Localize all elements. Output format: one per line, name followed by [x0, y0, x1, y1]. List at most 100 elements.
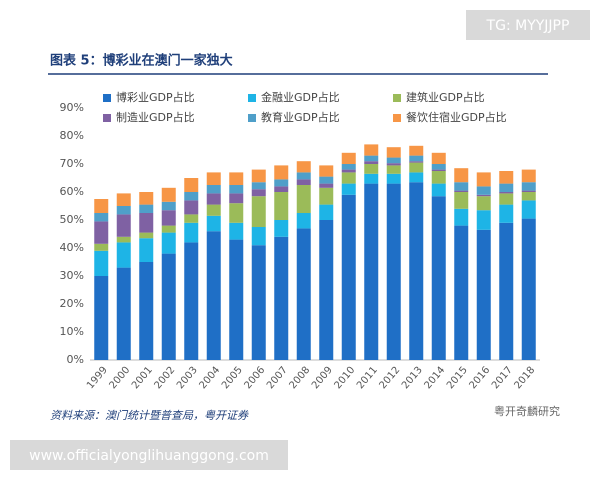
x-tick-label: 2003: [175, 365, 200, 392]
bar-segment: [251, 227, 266, 246]
bar-segment: [161, 210, 176, 226]
bar-segment: [274, 165, 289, 180]
bar-segment: [364, 144, 379, 156]
bar-segment: [116, 206, 131, 215]
bar-segment: [319, 204, 334, 220]
bar-segment: [386, 183, 401, 360]
legend-label: 金融业GDP占比: [261, 90, 340, 104]
bar-segment: [341, 164, 356, 170]
bar-segment: [206, 231, 221, 360]
bar-segment: [341, 172, 356, 184]
bar-segment: [476, 210, 491, 230]
bar-segment: [319, 183, 334, 188]
legend-label: 博彩业GDP占比: [116, 90, 195, 104]
bar-segment: [184, 200, 199, 215]
y-tick-label: 70%: [60, 157, 84, 170]
bar-segment: [139, 213, 154, 233]
bar-segment: [454, 192, 469, 209]
bar-segment: [476, 194, 491, 197]
bar-segment: [454, 208, 469, 226]
bar-segment: [364, 155, 379, 162]
bar-segment: [184, 214, 199, 223]
bar-segment: [184, 192, 199, 201]
bar-segment: [161, 201, 176, 211]
x-tick-label: 2004: [198, 365, 223, 392]
bar-segment: [499, 222, 514, 360]
x-tick-label: 1999: [85, 365, 110, 392]
x-tick-label: 2016: [468, 365, 493, 392]
x-tick-label: 2007: [265, 365, 290, 392]
bar-segment: [319, 176, 334, 184]
bar-segment: [161, 253, 176, 360]
bar-segment: [431, 169, 446, 171]
bar-segment: [319, 187, 334, 205]
bar-segment: [364, 173, 379, 184]
bar-segment: [251, 196, 266, 227]
bar-segment: [499, 171, 514, 184]
bar-segment: [206, 172, 221, 185]
bar-segment: [409, 155, 424, 162]
bar-segment: [296, 213, 311, 229]
bar-segment: [409, 161, 424, 163]
bar-segment: [476, 172, 491, 187]
x-tick-label: 2006: [243, 365, 268, 392]
bar-segment: [229, 239, 244, 360]
bar-segment: [274, 192, 289, 220]
bar-segment: [386, 163, 401, 166]
bar-segment: [116, 267, 131, 360]
legend-swatch: [103, 114, 111, 122]
bar-segment: [521, 169, 536, 183]
bar-segment: [454, 225, 469, 360]
y-tick-label: 90%: [60, 101, 84, 114]
bar-segment: [409, 145, 424, 156]
bar-segment: [364, 164, 379, 174]
bar-segment: [229, 172, 244, 185]
bar-segment: [139, 232, 154, 239]
y-tick-label: 60%: [60, 185, 84, 198]
bar-segment: [274, 236, 289, 360]
bar-segment: [296, 185, 311, 213]
bar-segment: [206, 193, 221, 205]
legend-swatch: [393, 94, 401, 102]
bar-segment: [499, 193, 514, 205]
bar-segment: [319, 165, 334, 177]
bar-segment: [341, 194, 356, 360]
x-tick-label: 2012: [378, 365, 403, 392]
bar-segment: [431, 183, 446, 197]
bar-segment: [229, 193, 244, 204]
bar-segment: [184, 242, 199, 360]
bar-segment: [116, 193, 131, 206]
bar-segment: [161, 225, 176, 233]
x-tick-label: 2010: [333, 365, 358, 392]
bar-segment: [499, 183, 514, 192]
bar-segment: [94, 221, 109, 244]
bar-segment: [94, 213, 109, 222]
bar-segment: [341, 152, 356, 164]
bar-segment: [386, 173, 401, 184]
legend-swatch: [248, 94, 256, 102]
bar-segment: [454, 182, 469, 191]
bar-segment: [184, 222, 199, 243]
url-box: [10, 440, 288, 470]
bar-segment: [364, 183, 379, 360]
bar-segment: [94, 250, 109, 276]
bar-segment: [476, 196, 491, 211]
bar-segment: [251, 182, 266, 190]
legend-swatch: [248, 114, 256, 122]
bar-segment: [476, 186, 491, 195]
bar-segment: [521, 190, 536, 192]
bar-segment: [296, 161, 311, 173]
y-tick-label: 20%: [60, 297, 84, 310]
y-tick-label: 10%: [60, 325, 84, 338]
bar-segment: [521, 182, 536, 191]
bar-segment: [476, 229, 491, 360]
bar-segment: [386, 157, 401, 164]
y-tick-label: 40%: [60, 241, 84, 254]
x-tick-label: 2017: [490, 365, 515, 392]
y-tick-label: 50%: [60, 213, 84, 226]
bar-segment: [364, 161, 379, 164]
bar-segment: [116, 242, 131, 268]
bar-segment: [521, 200, 536, 219]
bar-segment: [386, 147, 401, 158]
